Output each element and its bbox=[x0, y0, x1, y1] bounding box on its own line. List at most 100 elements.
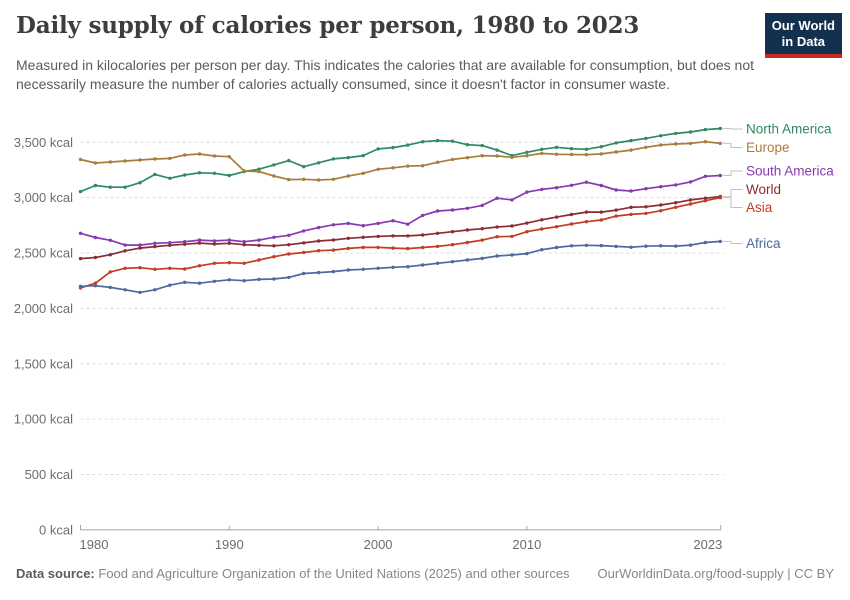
data-point[interactable] bbox=[197, 281, 202, 285]
data-point[interactable] bbox=[674, 205, 678, 209]
data-point[interactable] bbox=[435, 160, 440, 164]
data-point[interactable] bbox=[346, 155, 350, 160]
data-point[interactable] bbox=[495, 254, 499, 258]
data-point[interactable] bbox=[510, 155, 514, 159]
data-point[interactable] bbox=[257, 277, 261, 282]
data-point[interactable] bbox=[435, 138, 440, 143]
data-point[interactable] bbox=[703, 240, 708, 245]
data-point[interactable] bbox=[480, 227, 484, 231]
data-point[interactable] bbox=[272, 174, 276, 178]
data-point[interactable] bbox=[153, 267, 157, 271]
data-point[interactable] bbox=[569, 212, 574, 217]
data-point[interactable] bbox=[688, 180, 693, 184]
data-point[interactable] bbox=[406, 246, 410, 251]
data-point[interactable] bbox=[629, 138, 633, 143]
data-point[interactable] bbox=[435, 231, 440, 235]
data-point[interactable] bbox=[584, 153, 589, 157]
data-point[interactable] bbox=[718, 196, 722, 200]
data-point[interactable] bbox=[361, 235, 365, 239]
data-point[interactable] bbox=[138, 266, 142, 270]
data-point[interactable] bbox=[540, 218, 544, 222]
data-point[interactable] bbox=[569, 183, 574, 187]
data-point[interactable] bbox=[495, 196, 499, 200]
data-point[interactable] bbox=[644, 136, 648, 141]
data-point[interactable] bbox=[168, 283, 172, 287]
data-point[interactable] bbox=[629, 212, 633, 217]
data-point[interactable] bbox=[614, 188, 618, 192]
data-point[interactable] bbox=[465, 143, 470, 147]
data-point[interactable] bbox=[302, 177, 306, 181]
data-point[interactable] bbox=[495, 235, 499, 239]
series-line-asia[interactable] bbox=[80, 196, 721, 289]
data-point[interactable] bbox=[138, 290, 142, 295]
data-point[interactable] bbox=[391, 265, 395, 269]
data-point[interactable] bbox=[361, 224, 365, 228]
data-point[interactable] bbox=[212, 154, 217, 158]
data-point[interactable] bbox=[703, 174, 708, 178]
data-point[interactable] bbox=[376, 167, 380, 171]
data-point[interactable] bbox=[93, 255, 98, 260]
data-point[interactable] bbox=[450, 208, 455, 212]
data-point[interactable] bbox=[168, 176, 172, 180]
data-point[interactable] bbox=[718, 173, 722, 178]
data-point[interactable] bbox=[302, 165, 306, 169]
data-point[interactable] bbox=[450, 157, 455, 162]
data-point[interactable] bbox=[540, 248, 544, 252]
data-point[interactable] bbox=[242, 240, 246, 244]
data-point[interactable] bbox=[123, 159, 127, 163]
data-point[interactable] bbox=[316, 178, 321, 182]
data-point[interactable] bbox=[644, 244, 648, 248]
data-point[interactable] bbox=[421, 233, 425, 237]
data-point[interactable] bbox=[302, 271, 306, 276]
data-point[interactable] bbox=[421, 164, 425, 168]
data-point[interactable] bbox=[465, 206, 470, 210]
data-point[interactable] bbox=[495, 225, 499, 229]
data-point[interactable] bbox=[465, 240, 470, 245]
data-point[interactable] bbox=[212, 171, 217, 175]
data-point[interactable] bbox=[93, 183, 98, 188]
data-point[interactable] bbox=[331, 177, 336, 181]
data-point[interactable] bbox=[599, 183, 603, 188]
data-point[interactable] bbox=[346, 246, 350, 251]
data-point[interactable] bbox=[629, 189, 633, 193]
data-point[interactable] bbox=[599, 243, 603, 248]
data-point[interactable] bbox=[153, 241, 157, 245]
data-point[interactable] bbox=[287, 275, 291, 280]
data-point[interactable] bbox=[435, 209, 440, 213]
data-point[interactable] bbox=[361, 267, 365, 271]
data-point[interactable] bbox=[78, 284, 83, 288]
data-point[interactable] bbox=[554, 225, 559, 229]
data-point[interactable] bbox=[168, 156, 172, 161]
data-point[interactable] bbox=[302, 241, 306, 245]
data-point[interactable] bbox=[480, 154, 484, 158]
data-point[interactable] bbox=[242, 279, 246, 283]
data-point[interactable] bbox=[183, 280, 187, 284]
data-point[interactable] bbox=[287, 177, 291, 182]
data-point[interactable] bbox=[183, 242, 187, 246]
data-point[interactable] bbox=[376, 266, 380, 270]
data-point[interactable] bbox=[510, 234, 514, 239]
data-point[interactable] bbox=[718, 141, 722, 146]
data-point[interactable] bbox=[123, 266, 127, 270]
data-point[interactable] bbox=[674, 183, 678, 187]
series-points-world[interactable] bbox=[78, 194, 722, 261]
data-point[interactable] bbox=[435, 261, 440, 265]
data-point[interactable] bbox=[272, 235, 276, 239]
data-point[interactable] bbox=[510, 198, 514, 202]
data-point[interactable] bbox=[644, 211, 648, 216]
data-point[interactable] bbox=[138, 158, 142, 162]
data-point[interactable] bbox=[257, 258, 261, 262]
data-point[interactable] bbox=[168, 243, 172, 247]
data-point[interactable] bbox=[584, 243, 589, 247]
data-point[interactable] bbox=[78, 157, 83, 162]
data-point[interactable] bbox=[242, 169, 246, 173]
data-point[interactable] bbox=[688, 202, 693, 206]
data-point[interactable] bbox=[495, 154, 499, 158]
data-point[interactable] bbox=[659, 203, 663, 207]
data-point[interactable] bbox=[554, 186, 559, 190]
owid-link[interactable]: OurWorldinData.org/food-supply | CC BY bbox=[597, 566, 834, 581]
data-point[interactable] bbox=[227, 261, 231, 265]
data-point[interactable] bbox=[183, 240, 187, 244]
data-point[interactable] bbox=[227, 173, 231, 178]
